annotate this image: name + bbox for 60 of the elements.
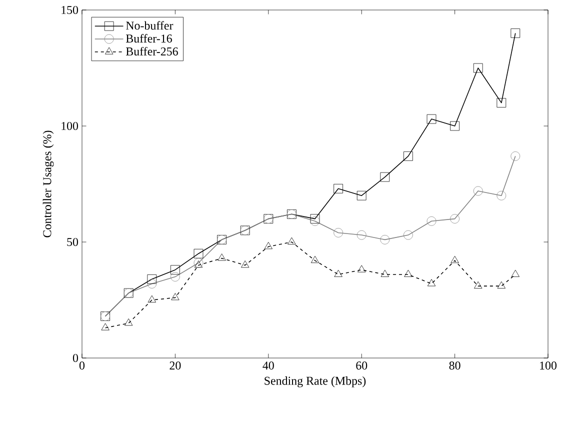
x-tick-label: 80 xyxy=(449,362,460,370)
legend-label: Buffer-16 xyxy=(126,34,172,43)
point xyxy=(473,186,483,196)
point xyxy=(510,28,520,38)
point xyxy=(358,265,366,272)
legend-label: No-buffer xyxy=(126,21,174,30)
point xyxy=(474,281,482,289)
point xyxy=(170,265,180,275)
point xyxy=(334,184,343,194)
point xyxy=(404,151,413,161)
point xyxy=(101,323,110,330)
x-tick-label: 60 xyxy=(356,362,368,370)
point xyxy=(147,274,157,284)
point xyxy=(194,260,203,268)
point xyxy=(194,248,204,258)
point xyxy=(496,190,506,200)
point xyxy=(310,214,320,224)
point xyxy=(380,172,390,182)
point xyxy=(218,254,226,261)
point xyxy=(194,258,204,268)
point xyxy=(171,292,180,300)
point xyxy=(427,279,436,286)
y-tick-label: 50 xyxy=(67,238,78,246)
point xyxy=(510,151,520,161)
point xyxy=(147,279,157,288)
point xyxy=(241,260,250,268)
point xyxy=(450,214,460,224)
point xyxy=(356,190,366,200)
y-tick-label: 150 xyxy=(62,6,78,14)
y-tick-label: 100 xyxy=(62,122,78,130)
point xyxy=(380,270,389,277)
point xyxy=(404,230,413,240)
point xyxy=(404,270,412,277)
x-tick-label: 20 xyxy=(170,362,181,370)
x-tick-label: 40 xyxy=(262,362,274,370)
x-tick-label: 0 xyxy=(79,362,85,370)
point xyxy=(496,98,506,108)
point xyxy=(148,295,156,302)
y-axis-title: Controller Usages (%) xyxy=(42,130,54,238)
point xyxy=(426,114,436,124)
point xyxy=(264,242,272,250)
point xyxy=(170,272,180,282)
point xyxy=(473,63,483,73)
point xyxy=(124,318,133,326)
point xyxy=(288,237,296,244)
legend-label: Buffer-256 xyxy=(126,46,178,56)
x-axis-title: Sending Rate (Mbps) xyxy=(264,376,366,388)
point xyxy=(334,270,342,277)
point xyxy=(511,270,520,277)
point xyxy=(450,256,459,263)
y-tick-label: 0 xyxy=(72,354,78,362)
point xyxy=(310,256,320,263)
point xyxy=(334,228,343,238)
point xyxy=(380,234,390,244)
point xyxy=(497,281,506,289)
point xyxy=(426,216,436,226)
point xyxy=(310,216,320,226)
x-tick-label: 100 xyxy=(540,362,557,370)
point xyxy=(356,230,366,240)
point xyxy=(450,121,460,131)
